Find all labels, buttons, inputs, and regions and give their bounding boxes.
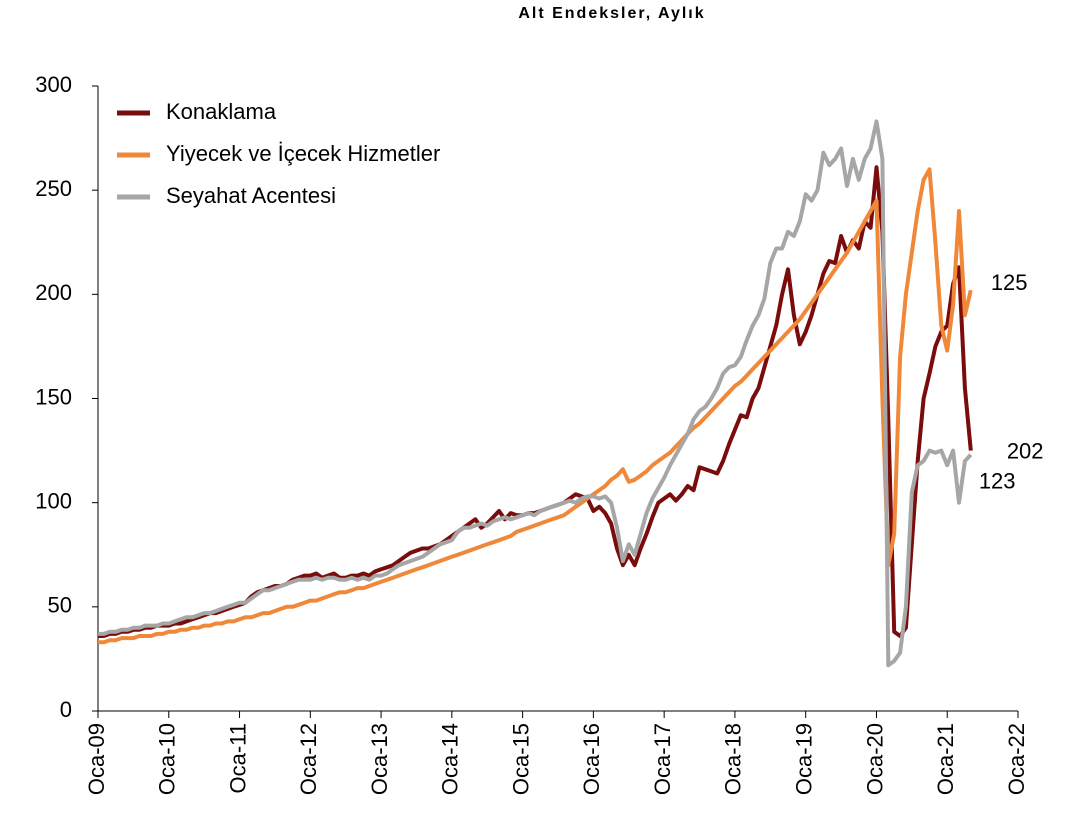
x-tick-label: Oca-15 (508, 723, 533, 795)
x-tick-label: Oca-22 (1004, 723, 1029, 795)
y-tick-label: 0 (60, 697, 72, 722)
y-tick-label: 200 (35, 280, 72, 305)
end-label: 125 (991, 270, 1028, 295)
x-tick-label: Oca-10 (155, 723, 180, 795)
end-label: 202 (1007, 438, 1044, 463)
end-label: 123 (979, 469, 1016, 494)
legend-label: Yiyecek ve İçecek Hizmetler (166, 141, 440, 166)
x-tick-label: Oca-17 (650, 723, 675, 795)
y-tick-label: 250 (35, 176, 72, 201)
series-line (98, 167, 973, 645)
legend-label: Seyahat Acentesi (166, 183, 336, 208)
x-tick-label: Oca-19 (792, 723, 817, 795)
y-tick-label: 150 (35, 384, 72, 409)
x-tick-label: Oca-09 (84, 723, 109, 795)
x-tick-label: Oca-20 (862, 723, 887, 795)
x-tick-label: Oca-16 (579, 723, 604, 795)
series-line (98, 119, 973, 668)
x-tick-label: Oca-21 (933, 723, 958, 795)
chart-title: Alt Endeksler, Aylık (518, 5, 705, 22)
y-tick-label: 300 (35, 72, 72, 97)
x-tick-label: Oca-13 (367, 723, 392, 795)
series-line (98, 165, 973, 638)
x-tick-label: Oca-11 (225, 723, 250, 794)
x-tick-label: Oca-18 (721, 723, 746, 795)
y-tick-label: 50 (48, 593, 72, 618)
legend-label: Konaklama (166, 99, 277, 124)
x-tick-label: Oca-12 (296, 723, 321, 795)
y-tick-label: 100 (35, 488, 72, 513)
x-tick-label: Oca-14 (438, 723, 463, 795)
